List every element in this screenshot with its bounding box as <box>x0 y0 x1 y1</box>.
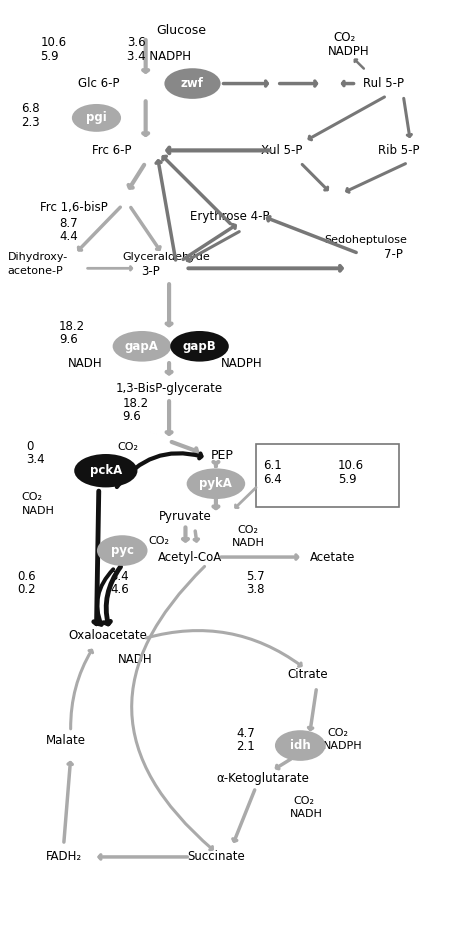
Text: Rib 5-P: Rib 5-P <box>378 144 419 157</box>
Text: CO₂: CO₂ <box>328 729 348 739</box>
Text: 3-P: 3-P <box>141 264 160 277</box>
Text: 7-P: 7-P <box>384 248 403 261</box>
Text: NADH: NADH <box>118 653 152 666</box>
Text: NADH: NADH <box>68 357 103 370</box>
Text: 3.4: 3.4 <box>26 453 45 466</box>
Text: pykA: pykA <box>200 477 232 490</box>
Text: Oxaloacetate: Oxaloacetate <box>69 630 147 643</box>
Ellipse shape <box>74 454 137 488</box>
Text: 4.7: 4.7 <box>236 727 255 740</box>
Text: Xul 5-P: Xul 5-P <box>261 144 302 157</box>
Text: NADPH: NADPH <box>220 357 262 370</box>
Text: PEP: PEP <box>211 449 234 462</box>
Ellipse shape <box>97 535 147 566</box>
Text: 3.4 NADPH: 3.4 NADPH <box>127 50 191 64</box>
Text: Succinate: Succinate <box>187 851 245 863</box>
Text: 5.9: 5.9 <box>40 50 59 64</box>
Text: 3.6: 3.6 <box>127 36 146 50</box>
Text: 8.7: 8.7 <box>59 218 78 231</box>
Text: 3.4: 3.4 <box>110 570 129 583</box>
Text: 2.3: 2.3 <box>21 116 40 129</box>
Text: Sedoheptulose: Sedoheptulose <box>324 234 407 245</box>
Text: 6.4: 6.4 <box>263 473 282 486</box>
Text: Dihydroxy-: Dihydroxy- <box>8 252 68 262</box>
Text: 6.1: 6.1 <box>263 459 282 472</box>
Text: 10.6: 10.6 <box>40 36 66 50</box>
Text: Glucose: Glucose <box>156 24 206 37</box>
Ellipse shape <box>170 331 229 361</box>
Text: 5.7: 5.7 <box>246 570 265 583</box>
Text: pckA: pckA <box>90 464 122 477</box>
Text: CO₂: CO₂ <box>237 525 258 535</box>
Text: zwf: zwf <box>181 77 204 90</box>
Text: 3.8: 3.8 <box>246 583 265 596</box>
Text: 18.2: 18.2 <box>122 397 148 410</box>
Ellipse shape <box>187 468 245 499</box>
Text: pyc: pyc <box>111 545 134 557</box>
Text: 2.1: 2.1 <box>236 740 255 753</box>
Text: Malate: Malate <box>46 734 86 747</box>
Text: Frc 6-P: Frc 6-P <box>92 144 131 157</box>
Text: gapB: gapB <box>182 340 217 353</box>
Text: CO₂: CO₂ <box>293 797 314 806</box>
Text: Acetyl-CoA: Acetyl-CoA <box>158 550 222 563</box>
Text: Citrate: Citrate <box>287 668 328 681</box>
Text: idh: idh <box>290 739 310 752</box>
Text: 10.6: 10.6 <box>337 459 364 472</box>
Text: Glc 6-P: Glc 6-P <box>78 77 119 90</box>
Text: α-Ketoglutarate: α-Ketoglutarate <box>216 771 309 785</box>
Text: 1,3-BisP-glycerate: 1,3-BisP-glycerate <box>116 382 223 394</box>
Text: NADH: NADH <box>21 505 55 516</box>
Text: NADPH: NADPH <box>328 45 370 58</box>
Text: Erythrose 4-P: Erythrose 4-P <box>190 210 270 223</box>
Text: pgi: pgi <box>86 111 107 124</box>
Text: 0.2: 0.2 <box>17 583 36 596</box>
Text: 4.6: 4.6 <box>110 583 129 596</box>
Text: Glyceraldehyde: Glyceraldehyde <box>122 252 210 262</box>
Text: Acetate: Acetate <box>310 550 356 563</box>
Ellipse shape <box>275 730 326 761</box>
Text: 0.6: 0.6 <box>17 570 36 583</box>
Text: Pyruvate: Pyruvate <box>159 510 212 523</box>
Text: CO₂: CO₂ <box>148 536 169 546</box>
Text: 9.6: 9.6 <box>59 333 78 347</box>
Text: NADPH: NADPH <box>323 742 362 752</box>
FancyBboxPatch shape <box>256 444 399 507</box>
Text: acetone-P: acetone-P <box>8 266 63 276</box>
Text: 18.2: 18.2 <box>59 320 85 333</box>
Ellipse shape <box>113 331 171 361</box>
Text: Frc 1,6-bisP: Frc 1,6-bisP <box>40 201 108 214</box>
Text: CO₂: CO₂ <box>21 491 43 502</box>
Text: 4.4: 4.4 <box>59 231 78 243</box>
Text: 0: 0 <box>26 440 34 453</box>
Text: FADH₂: FADH₂ <box>46 851 82 863</box>
Text: Rul 5-P: Rul 5-P <box>364 77 404 90</box>
Text: CO₂: CO₂ <box>333 31 356 44</box>
Text: 6.8: 6.8 <box>21 102 40 115</box>
Text: CO₂: CO₂ <box>118 442 138 451</box>
Ellipse shape <box>72 104 121 132</box>
Text: NADH: NADH <box>290 809 323 819</box>
Ellipse shape <box>164 68 220 99</box>
Text: NADH: NADH <box>232 538 265 548</box>
Text: 5.9: 5.9 <box>337 473 356 486</box>
Text: 9.6: 9.6 <box>122 410 141 423</box>
Text: gapA: gapA <box>125 340 159 353</box>
